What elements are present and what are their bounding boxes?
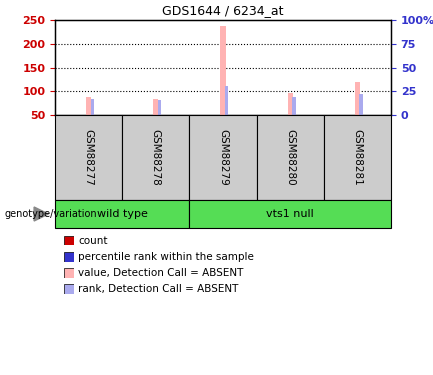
Text: GSM88281: GSM88281 — [352, 129, 362, 186]
Bar — [90, 99, 94, 115]
Text: GSM88279: GSM88279 — [218, 129, 228, 186]
Text: count: count — [78, 236, 108, 246]
Polygon shape — [34, 207, 48, 221]
Bar — [292, 97, 296, 115]
Bar — [355, 82, 360, 115]
Bar — [189, 115, 257, 200]
Bar — [158, 100, 161, 115]
Bar — [55, 200, 189, 228]
Bar — [288, 93, 293, 115]
Bar — [153, 99, 158, 115]
Bar — [189, 200, 391, 228]
Text: GSM88280: GSM88280 — [285, 129, 295, 186]
Text: GSM88277: GSM88277 — [84, 129, 94, 186]
Text: value, Detection Call = ABSENT: value, Detection Call = ABSENT — [78, 268, 243, 278]
Bar — [220, 26, 226, 115]
Bar — [122, 115, 189, 200]
Bar — [359, 94, 363, 115]
Text: vts1 null: vts1 null — [266, 209, 314, 219]
Bar — [324, 115, 391, 200]
Bar — [225, 86, 228, 115]
Text: percentile rank within the sample: percentile rank within the sample — [78, 252, 254, 262]
Text: wild type: wild type — [97, 209, 148, 219]
Text: genotype/variation: genotype/variation — [4, 209, 97, 219]
Bar — [55, 115, 122, 200]
Bar — [257, 115, 324, 200]
Text: rank, Detection Call = ABSENT: rank, Detection Call = ABSENT — [78, 284, 239, 294]
Text: GSM88278: GSM88278 — [151, 129, 161, 186]
Bar — [86, 97, 91, 115]
Title: GDS1644 / 6234_at: GDS1644 / 6234_at — [162, 4, 284, 18]
